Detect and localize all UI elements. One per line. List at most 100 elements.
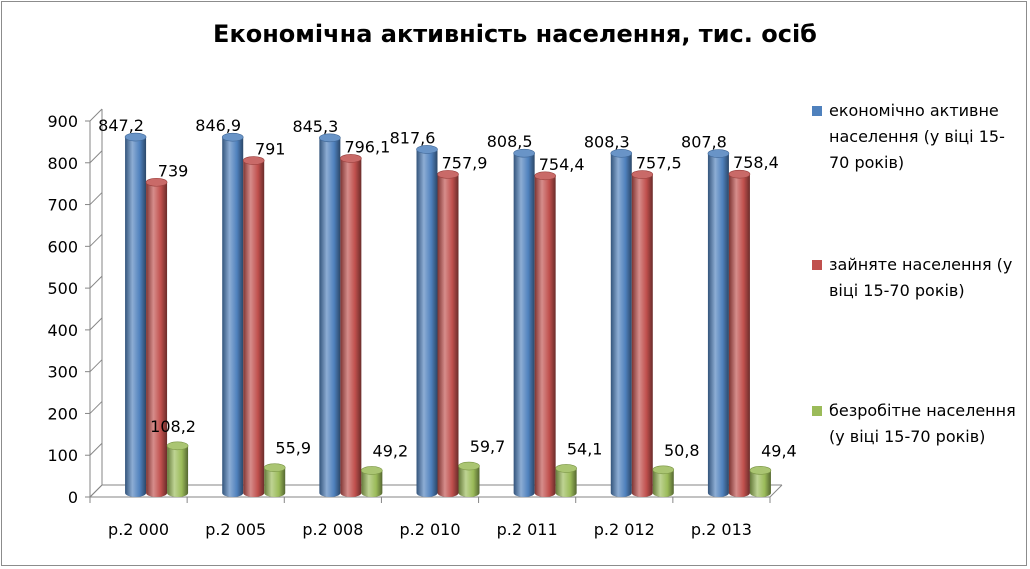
bar-active <box>416 145 438 497</box>
bar-employed <box>242 156 265 497</box>
legend-swatch-unemployed <box>812 406 822 416</box>
data-label-employed: 757,5 <box>636 154 682 173</box>
legend-label-unemployed: безробітне населення (у віці 15-70 років… <box>829 401 1016 446</box>
bar-active-top <box>319 133 341 143</box>
data-label-active: 808,5 <box>487 132 533 151</box>
y-tick-depth <box>89 442 103 456</box>
bar-employed <box>145 177 168 498</box>
bar-active <box>124 132 147 498</box>
bar-active-top <box>124 132 147 142</box>
chart-data-labels: 847,2 739 108,2 846,9 791 55,9 845,3 796,1 49,2 8… <box>98 116 797 460</box>
bar-unemployed <box>361 466 383 497</box>
bar-active-body <box>610 153 632 497</box>
bar-unemployed <box>458 461 480 497</box>
bar-employed <box>437 170 459 498</box>
y-tick-label: 200 <box>47 404 78 423</box>
y-tick-label: 700 <box>47 196 78 215</box>
bar-active-body <box>707 153 729 497</box>
data-label-unemployed: 49,2 <box>373 441 409 460</box>
bar-unemployed-top <box>458 461 480 471</box>
bar-unemployed <box>749 466 772 497</box>
x-tick-label: р.2 005 <box>205 520 266 539</box>
bar-employed-top <box>242 156 265 165</box>
legend-label-active: економічно активне населення (у віці 15-… <box>829 101 1005 172</box>
bar-active-top <box>221 132 244 142</box>
data-label-active: 846,9 <box>195 116 241 135</box>
legend-swatch-active <box>812 106 822 116</box>
bar-employed-body <box>146 182 168 498</box>
data-label-active: 847,2 <box>98 116 144 135</box>
data-label-active: 845,3 <box>292 117 338 136</box>
y-tick-label: 900 <box>47 112 78 131</box>
bar-unemployed-body <box>555 468 577 497</box>
chart-title: Економічна активність населення, тис. ос… <box>213 20 817 48</box>
x-tick-label: р.2 011 <box>497 520 558 539</box>
data-label-employed: 758,4 <box>733 153 779 172</box>
y-tick-depth <box>89 150 103 164</box>
bar-active-body <box>222 137 244 497</box>
data-label-active: 808,3 <box>584 132 630 151</box>
bar-active-body <box>513 153 535 497</box>
bar-employed-body <box>437 174 459 498</box>
bar-employed-top <box>631 170 654 179</box>
y-tick-depth <box>89 275 103 289</box>
bar-active-body <box>416 149 438 497</box>
x-tick-label: р.2 000 <box>108 520 169 539</box>
data-label-unemployed: 50,8 <box>664 441 700 460</box>
bar-active-top <box>707 149 730 158</box>
bar-active-top <box>416 145 438 154</box>
data-label-employed: 754,4 <box>539 155 585 174</box>
data-label-unemployed: 49,4 <box>761 441 797 460</box>
bar-employed-body <box>631 174 653 498</box>
y-tick-label: 300 <box>47 363 78 382</box>
x-tick-label: р.2 010 <box>399 520 460 539</box>
y-axis-depth <box>89 109 103 498</box>
bar-active-top <box>513 148 535 158</box>
y-tick-label: 400 <box>47 321 78 340</box>
bar-unemployed <box>263 463 286 497</box>
bar-employed-body <box>243 160 265 497</box>
bar-unemployed-top <box>555 464 577 473</box>
data-label-unemployed: 108,2 <box>150 417 196 436</box>
bar-unemployed-top <box>166 441 189 451</box>
data-label-unemployed: 54,1 <box>567 439 603 458</box>
y-tick-depth <box>89 233 103 247</box>
bar-unemployed-body <box>361 470 383 497</box>
chart-bars <box>124 132 772 498</box>
x-tick-label: р.2 008 <box>302 520 363 539</box>
bar-employed <box>534 171 556 498</box>
bar-employed-top <box>340 154 362 163</box>
data-label-active: 807,8 <box>681 133 727 152</box>
bar-active <box>610 149 633 497</box>
legend-swatch-employed <box>812 260 822 270</box>
y-tick-label: 0 <box>68 488 78 507</box>
bar-unemployed-body <box>264 467 286 497</box>
bar-employed-top <box>728 169 751 179</box>
y-tick-label: 600 <box>47 237 78 256</box>
bar-unemployed-body <box>458 466 480 497</box>
data-label-employed: 796,1 <box>344 137 390 156</box>
x-tick-label: р.2 013 <box>691 520 752 539</box>
y-tick-label: 800 <box>47 154 78 173</box>
bar-active-top <box>610 149 633 158</box>
bar-unemployed-top <box>361 466 383 475</box>
data-label-active: 817,6 <box>390 128 436 147</box>
bar-active <box>319 133 341 497</box>
bar-employed-top <box>145 177 168 187</box>
y-tick-label: 100 <box>47 446 78 465</box>
bar-unemployed <box>555 464 577 497</box>
bar-unemployed-top <box>749 466 772 475</box>
bar-employed <box>631 170 654 498</box>
bar-unemployed <box>166 441 189 497</box>
y-tick-depth <box>89 401 103 414</box>
chart-axes: 0 100 200 300 400 500 600 700 800 900 р.2 000 р.2 0… <box>47 108 783 539</box>
bar-active <box>513 148 535 497</box>
data-label-unemployed: 59,7 <box>470 437 506 456</box>
bar-unemployed-top <box>652 465 675 475</box>
y-tick-depth <box>89 108 103 122</box>
bar-employed-body <box>534 175 556 498</box>
y-tick-label: 500 <box>47 279 78 298</box>
x-tick-label: р.2 012 <box>594 520 655 539</box>
bar-unemployed-body <box>167 445 189 497</box>
bar-employed-top <box>534 171 556 181</box>
